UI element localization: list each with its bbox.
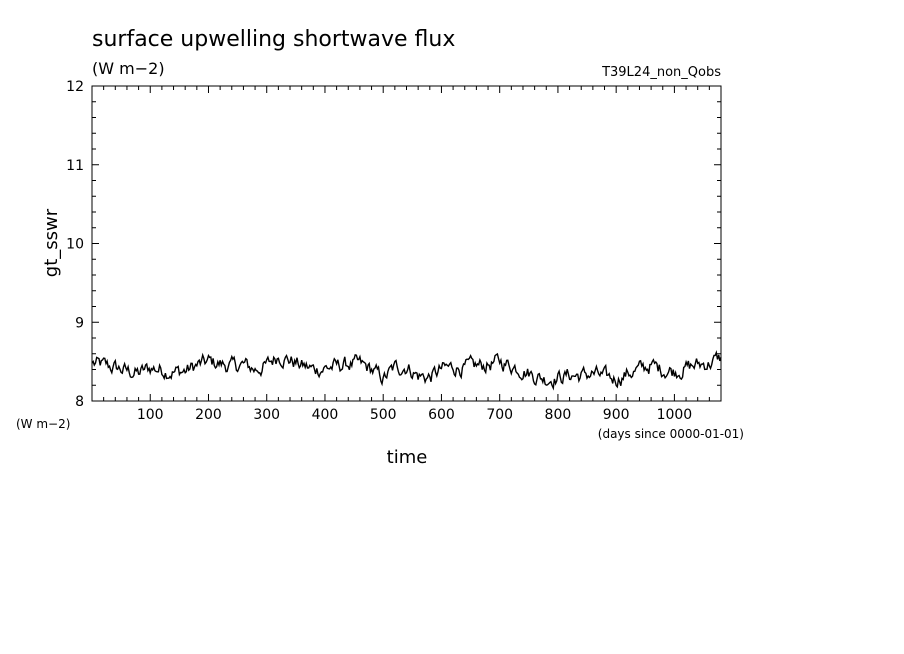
- run-label: T39L24_non_Qobs: [601, 65, 721, 80]
- x-axis-ticks: [103, 86, 710, 401]
- chart-units: (W m−2): [92, 59, 165, 78]
- x-tick-label: 500: [370, 407, 397, 423]
- x-tick-label: 300: [253, 407, 280, 423]
- x-tick-label: 800: [545, 407, 572, 423]
- y-tick-label: 9: [75, 315, 84, 331]
- x-tick-label: 200: [195, 407, 222, 423]
- x-tick-label: 700: [486, 407, 513, 423]
- x-tick-label: 100: [137, 407, 164, 423]
- y-axis-ticks: [92, 101, 721, 386]
- y-tick-label: 8: [75, 394, 84, 410]
- x-axis-label: time: [387, 447, 428, 468]
- y-axis-tick-labels: 8 9 10 11 12: [66, 79, 84, 410]
- x-axis-units: (days since 0000-01-01): [598, 427, 744, 441]
- x-tick-label: 1000: [657, 407, 693, 423]
- y-tick-label: 10: [66, 237, 84, 253]
- y-tick-label: 12: [66, 79, 84, 95]
- y-axis-label: gt_sswr: [41, 208, 62, 277]
- chart-title: surface upwelling shortwave flux: [92, 27, 455, 52]
- y-axis-units: (W m−2): [16, 417, 70, 431]
- x-tick-label: 400: [312, 407, 339, 423]
- x-axis-tick-labels: 100 200 300 400 500 600 700 800 900 1000: [137, 407, 692, 423]
- x-tick-label: 600: [428, 407, 455, 423]
- plot-frame: [91, 85, 722, 402]
- y-tick-label: 11: [66, 158, 84, 174]
- x-tick-label: 900: [603, 407, 630, 423]
- series-line-gt-sswr: [91, 350, 722, 391]
